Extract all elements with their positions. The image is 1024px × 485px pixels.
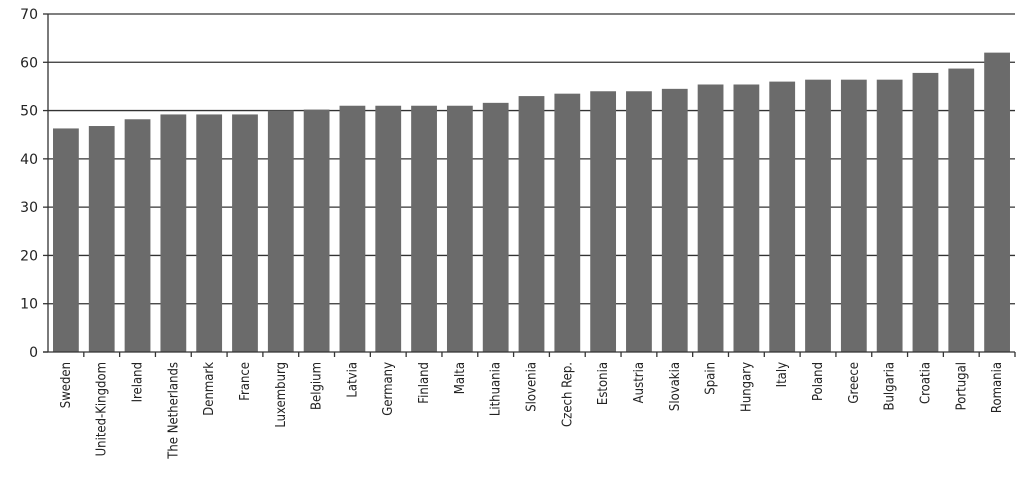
bar: [446, 105, 473, 352]
y-tick-labels: 0 10 20 30 40 50 60 70: [20, 7, 48, 361]
x-tick-label: Finland: [417, 362, 432, 404]
x-tick-label: Croatia: [918, 362, 933, 404]
bar: [805, 79, 831, 352]
bar: [840, 79, 867, 352]
x-tick-label: Germany: [381, 362, 396, 416]
x-tick-label: Estonia: [596, 362, 611, 405]
y-tick-label: 70: [20, 7, 38, 23]
y-tick-label: 30: [20, 200, 38, 216]
bar: [482, 102, 509, 353]
bar: [53, 128, 79, 352]
x-tick-label: Denmark: [202, 362, 217, 416]
x-tick-label: The Netherlands: [166, 362, 181, 460]
x-tick-label: Belgium: [310, 362, 325, 410]
bar: [590, 91, 617, 352]
bar: [303, 109, 330, 352]
bar: [267, 110, 294, 352]
bar: [733, 84, 760, 353]
bar: [375, 105, 402, 352]
bar: [339, 105, 366, 352]
bar: [232, 114, 258, 352]
x-tick-label: Portugal: [954, 362, 969, 410]
x-tick-label: Greece: [847, 362, 862, 404]
x-tick-label: Czech Rep.: [560, 362, 575, 427]
bar: [88, 126, 115, 352]
bar: [160, 114, 187, 352]
y-tick-label: 50: [20, 104, 38, 120]
bar: [124, 119, 151, 353]
y-tick-label: 10: [20, 297, 38, 313]
x-tick-label: Romania: [990, 362, 1005, 413]
x-tick-label: France: [238, 362, 253, 401]
bar: [196, 114, 223, 352]
y-tick-label: 60: [20, 55, 38, 71]
bar: [518, 96, 545, 352]
y-tick-label: 20: [20, 248, 38, 264]
x-tick-label: Italy: [775, 362, 790, 387]
x-tick-label: Bulgaria: [883, 362, 898, 411]
bar: [554, 93, 581, 353]
x-tick-label: Hungary: [739, 362, 754, 412]
bar: [626, 91, 652, 352]
axes: [43, 14, 1015, 353]
bar: [984, 52, 1010, 352]
bar: [948, 68, 975, 352]
x-tick-label: Slovakia: [668, 362, 683, 411]
x-tick-label: Latvia: [345, 362, 360, 398]
bar: [912, 72, 939, 352]
x-tick-label: Ireland: [131, 362, 146, 402]
y-tick-label: 0: [29, 345, 38, 361]
x-tick-label: United-Kingdom: [95, 362, 110, 456]
bars: [53, 52, 1010, 353]
bar: [769, 81, 796, 352]
x-tick-label: Luxemburg: [274, 362, 289, 428]
x-tick-label: Slovenia: [525, 362, 540, 412]
x-tick-label: Poland: [811, 362, 826, 401]
x-tick-labels: Sweden United-Kingdom Ireland The Netherlan…: [59, 352, 1016, 460]
x-tick-label: Sweden: [59, 362, 74, 408]
x-tick-label: Austria: [632, 362, 647, 403]
bar: [697, 84, 724, 353]
bar: [876, 79, 903, 352]
y-tick-label: 40: [20, 152, 38, 168]
x-tick-label: Lithuania: [489, 362, 504, 416]
x-tick-label: Malta: [453, 362, 468, 394]
bar: [411, 105, 437, 352]
bar: [661, 88, 688, 352]
x-tick-label: Spain: [704, 362, 719, 395]
